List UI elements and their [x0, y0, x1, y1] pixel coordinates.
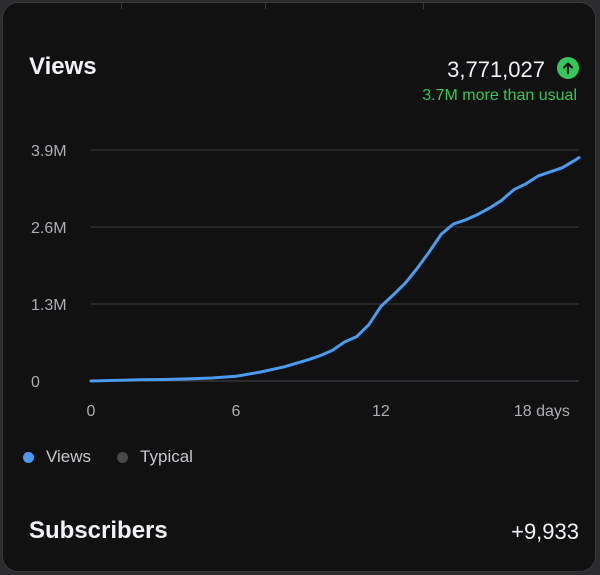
- views-series-line: [89, 156, 581, 383]
- views-line-chart: 0 1.3M 2.6M 3.9M 0 6 12 18 days: [31, 143, 581, 420]
- x-tick-label: 6: [231, 403, 240, 420]
- legend-item-typical[interactable]: Typical: [117, 447, 193, 467]
- views-legend-dot: [23, 451, 34, 463]
- y-tick-label: 2.6M: [31, 220, 67, 237]
- views-total: 3,771,027: [447, 57, 545, 82]
- tab-divider: [121, 3, 122, 9]
- card-title: Views: [29, 53, 97, 80]
- arrow-up-icon: [557, 57, 579, 79]
- legend-label-typical: Typical: [140, 447, 193, 466]
- x-tick-label: 18 days: [514, 403, 570, 420]
- typical-legend-dot: [117, 451, 129, 463]
- legend-item-views[interactable]: Views: [23, 447, 91, 467]
- tab-divider: [265, 3, 266, 9]
- x-tick-label: 12: [372, 403, 390, 420]
- legend-label-views: Views: [46, 447, 92, 466]
- y-tick-label: 0: [31, 374, 40, 391]
- x-tick-label: 0: [87, 403, 96, 420]
- subscribers-title: Subscribers: [29, 517, 168, 544]
- y-tick-label: 3.9M: [31, 143, 67, 160]
- chart-legend: Views Typical: [23, 447, 219, 467]
- views-delta: 3.7M more than usual: [422, 87, 577, 104]
- tab-divider: [423, 3, 424, 9]
- y-tick-label: 1.3M: [31, 297, 67, 314]
- subscribers-value: +9,933: [511, 519, 579, 544]
